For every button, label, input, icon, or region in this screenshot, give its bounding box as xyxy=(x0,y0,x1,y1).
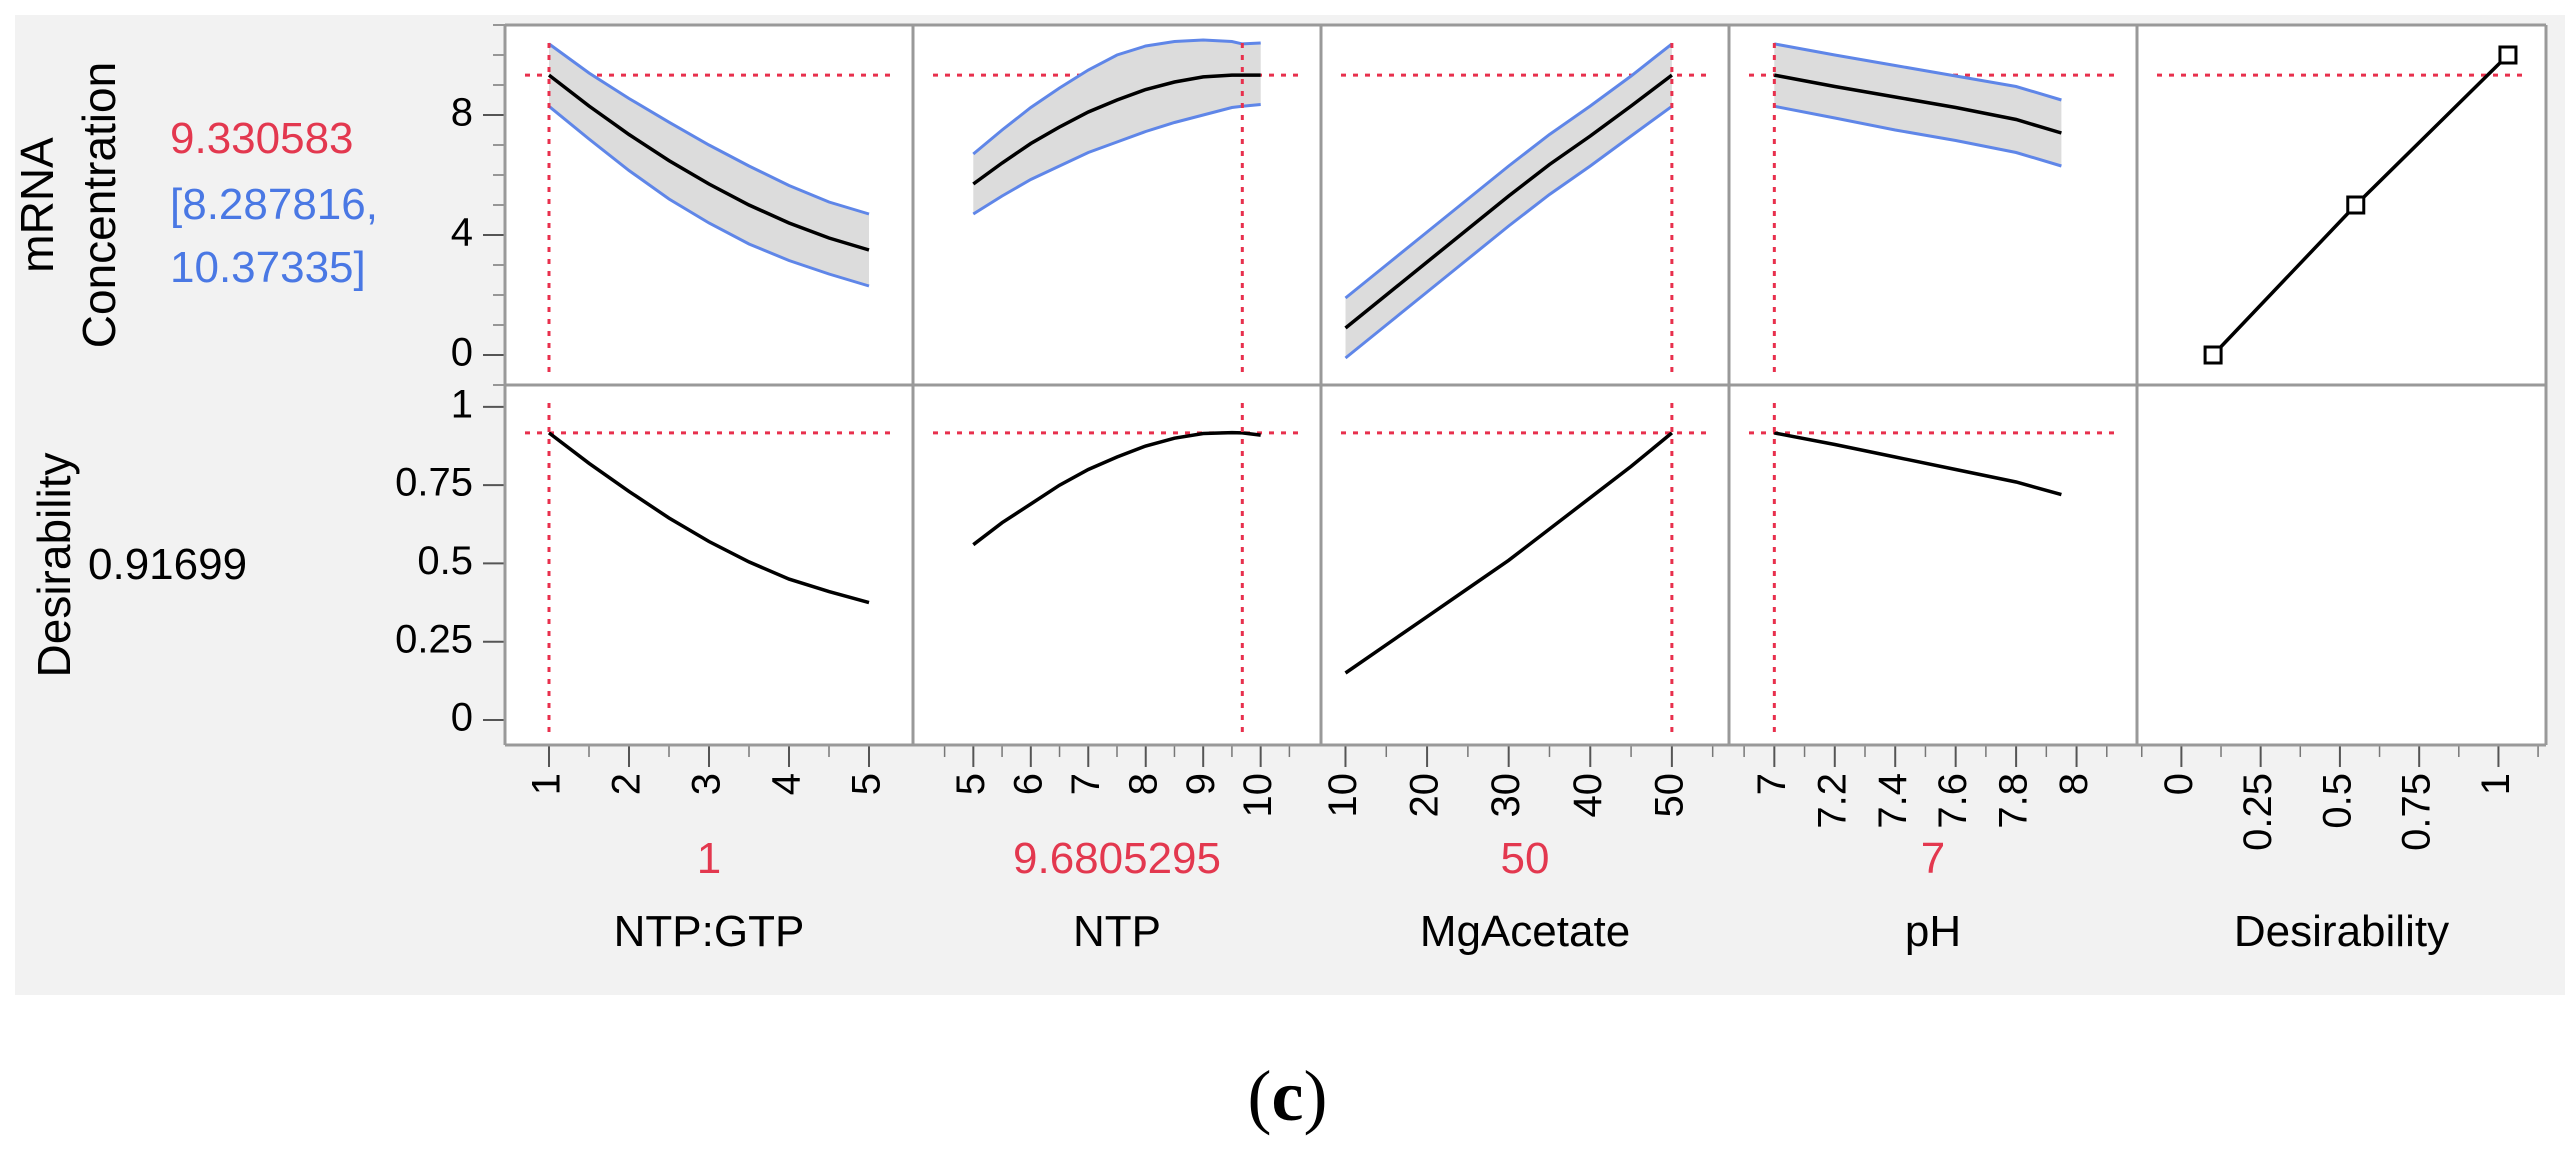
x-tick-label: 7 xyxy=(1064,773,1108,795)
factor-current-ph: 7 xyxy=(1921,834,1945,883)
factor-name-ntp: NTP xyxy=(1073,907,1161,956)
x-tick-label: 5 xyxy=(845,773,889,795)
x-tick-label: 1 xyxy=(2474,773,2518,795)
x-tick-label: 10 xyxy=(1321,773,1365,818)
x-tick-label: 1 xyxy=(525,773,569,795)
y-tick-label: 8 xyxy=(451,91,473,135)
plot-panel xyxy=(2137,385,2546,745)
x-tick-label: 10 xyxy=(1236,773,1280,818)
prediction-trace-ntp xyxy=(972,430,1261,547)
plot-panel xyxy=(1321,385,1729,745)
desirability-point xyxy=(2498,45,2518,65)
factor-name-ntp-gtp: NTP:GTP xyxy=(614,907,805,956)
confidence-band-ntp xyxy=(973,40,1261,214)
caption-open-paren: ( xyxy=(1247,1056,1272,1136)
x-tick-label: 0.5 xyxy=(2315,773,2359,829)
x-tick-label: 4 xyxy=(765,773,809,795)
x-tick-label: 7.4 xyxy=(1871,773,1915,829)
confidence-lower-ph xyxy=(1774,104,2062,168)
y-tick-label: 0.75 xyxy=(395,461,473,505)
factor-current-ntp-gtp: 1 xyxy=(697,834,721,883)
x-tick-label: 7.2 xyxy=(1810,773,1854,829)
x-tick-label: 5 xyxy=(949,773,993,795)
confidence-upper-ph xyxy=(1774,42,2062,102)
confidence-band-mgacetate xyxy=(1345,43,1672,359)
y-tick-label: 1 xyxy=(451,382,473,426)
prediction-trace-mgacetate xyxy=(1344,431,1674,675)
response-label-mrna: Concentration xyxy=(73,62,125,348)
x-tick-label: 40 xyxy=(1566,773,1610,818)
prediction-trace-ntp-gtp xyxy=(547,73,870,252)
plot-panel xyxy=(1729,385,2137,745)
caption-letter: c xyxy=(1271,1056,1304,1136)
response-interval-mrna: [8.287816, xyxy=(170,180,378,229)
prediction-trace-ph xyxy=(1773,73,2062,135)
confidence-band-ntp-gtp xyxy=(549,43,869,287)
x-tick-label: 30 xyxy=(1484,773,1528,818)
confidence-upper-mgacetate xyxy=(1344,42,1673,300)
x-tick-label: 6 xyxy=(1006,773,1050,795)
prediction-trace-ph xyxy=(1773,431,2062,497)
x-tick-label: 7.8 xyxy=(1992,773,2036,829)
confidence-lower-ntp xyxy=(972,103,1261,216)
x-tick-label: 8 xyxy=(1121,773,1165,795)
response-current-desirability: 0.91699 xyxy=(88,540,247,589)
x-tick-label: 3 xyxy=(685,773,729,795)
caption-close-paren: ) xyxy=(1303,1056,1328,1136)
confidence-lower-mgacetate xyxy=(1344,105,1673,360)
desirability-point xyxy=(2203,345,2223,365)
x-tick-label: 0.75 xyxy=(2395,773,2439,851)
x-tick-label: 7 xyxy=(1750,773,1794,795)
response-current-mrna: 9.330583 xyxy=(170,114,354,163)
factor-name-mgacetate: MgAcetate xyxy=(1420,907,1630,956)
y-tick-label: 4 xyxy=(451,211,473,255)
x-tick-label: 8 xyxy=(2052,773,2096,795)
x-tick-label: 9 xyxy=(1179,773,1223,795)
y-tick-label: 0.5 xyxy=(417,539,473,583)
figure-caption: (c) xyxy=(0,1055,2575,1138)
y-tick-label: 0 xyxy=(451,696,473,740)
factor-name-desirability-axis: Desirability xyxy=(2234,907,2449,956)
prediction-trace-ntp xyxy=(972,73,1261,186)
plot-panel xyxy=(913,385,1321,745)
response-label-desirability: Desirability xyxy=(28,453,80,678)
response-label-mrna: mRNA xyxy=(11,137,63,273)
x-tick-label: 7.6 xyxy=(1931,773,1975,829)
y-tick-label: 0.25 xyxy=(395,617,473,661)
confidence-upper-ntp xyxy=(972,38,1261,156)
x-tick-label: 50 xyxy=(1647,773,1691,818)
confidence-band-ph xyxy=(1774,43,2062,166)
response-interval-mrna: 10.37335] xyxy=(170,243,366,292)
x-tick-label: 20 xyxy=(1403,773,1447,818)
prediction-trace-mgacetate xyxy=(1344,73,1673,330)
prediction-trace-ntp-gtp xyxy=(547,431,870,605)
factor-name-ph: pH xyxy=(1905,907,1961,956)
plot-panel xyxy=(505,385,913,745)
factor-current-ntp: 9.6805295 xyxy=(1013,834,1221,883)
confidence-upper-ntp-gtp xyxy=(548,42,870,216)
confidence-lower-ntp-gtp xyxy=(548,105,870,288)
x-tick-label: 2 xyxy=(605,773,649,795)
y-tick-label: 0 xyxy=(451,331,473,375)
x-tick-label: 0.25 xyxy=(2236,773,2280,851)
x-tick-label: 0 xyxy=(2157,773,2201,795)
factor-current-mgacetate: 50 xyxy=(1501,834,1550,883)
desirability-point xyxy=(2346,195,2366,215)
